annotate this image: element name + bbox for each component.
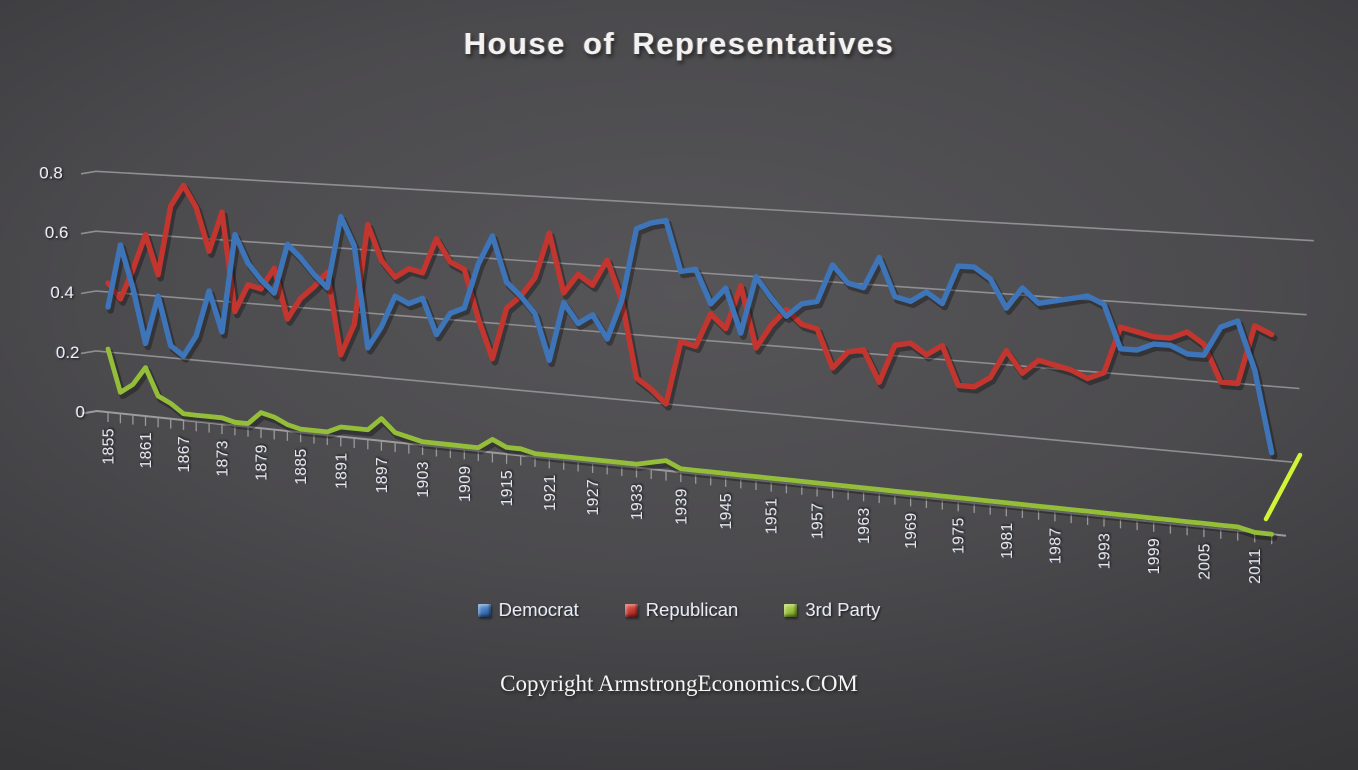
x-tick-label: 1921: [542, 474, 559, 510]
copyright-text: Copyright ArmstrongEconomics.COM: [500, 671, 858, 696]
x-tick-label: 2005: [1196, 543, 1213, 579]
legend-item-republican: Republican: [624, 599, 739, 621]
x-tick-label: 1945: [718, 493, 735, 529]
y-tick-label: 0.2: [56, 343, 80, 362]
x-tick-label: 1951: [764, 498, 781, 534]
x-tick-label: 1981: [999, 522, 1016, 558]
x-tick-label: 1927: [585, 479, 602, 515]
republican-line: [105, 182, 1275, 407]
x-tick-label: 1891: [333, 452, 350, 488]
x-tick-label: 1879: [254, 444, 271, 480]
x-tick-label: 1963: [856, 507, 873, 543]
legend-label-3rd-party: 3rd Party: [805, 599, 881, 620]
x-tick-label: 1969: [903, 512, 920, 548]
x-tick-label: 1909: [457, 465, 474, 501]
y-tick-label: 0.4: [50, 283, 74, 302]
x-tick-label: 1939: [673, 488, 690, 524]
democrat-line-shadow: [107, 216, 1278, 460]
x-axis: [81, 409, 1287, 545]
y-tick-label: 0: [76, 403, 85, 422]
gridlines: [80, 170, 1314, 463]
x-tick-label: 1957: [810, 503, 827, 539]
legend-label-republican: Republican: [645, 599, 739, 620]
legend-label-democrat: Democrat: [498, 599, 579, 620]
y-tick-label: 0.6: [45, 223, 69, 242]
y-axis-labels: 0 0.2 0.4 0.6 0.8: [39, 163, 85, 421]
x-tick-label: 1987: [1047, 527, 1064, 563]
x-tick-label: 1975: [951, 517, 968, 553]
democrat-marker-icon: [477, 603, 491, 617]
x-axis-labels: 1855 1861 1867 1873 1879 1885 1891 1897 1903 1909…: [101, 428, 1265, 584]
x-tick-label: 1873: [215, 440, 232, 476]
third-party-marker-icon: [784, 603, 798, 617]
x-tick-label: 2011: [1247, 548, 1264, 583]
chart-title: House of Representatives: [463, 26, 895, 61]
x-tick-label: 1915: [499, 470, 516, 506]
x-tick-label: 1933: [629, 484, 646, 520]
y-tick-label: 0.8: [39, 163, 63, 182]
democrat-line: [105, 213, 1275, 456]
x-tick-label: 1855: [101, 428, 118, 464]
x-tick-label: 1885: [293, 448, 310, 484]
third-party-line: [105, 346, 1275, 537]
legend-item-democrat: Democrat: [477, 599, 579, 621]
legend-item-3rd-party: 3rd Party: [784, 599, 880, 621]
legend: Democrat Republican 3rd Party: [0, 599, 1358, 621]
x-tick-label: 1897: [374, 457, 391, 493]
x-tick-label: 1861: [138, 432, 155, 468]
x-tick-label: 1903: [415, 461, 432, 497]
x-tick-label: 1999: [1146, 538, 1163, 574]
x-tick-label: 1993: [1097, 533, 1114, 569]
x-tick-label: 1867: [176, 436, 193, 472]
third-party-surge-annotation: [1263, 452, 1303, 522]
republican-marker-icon: [624, 603, 638, 617]
